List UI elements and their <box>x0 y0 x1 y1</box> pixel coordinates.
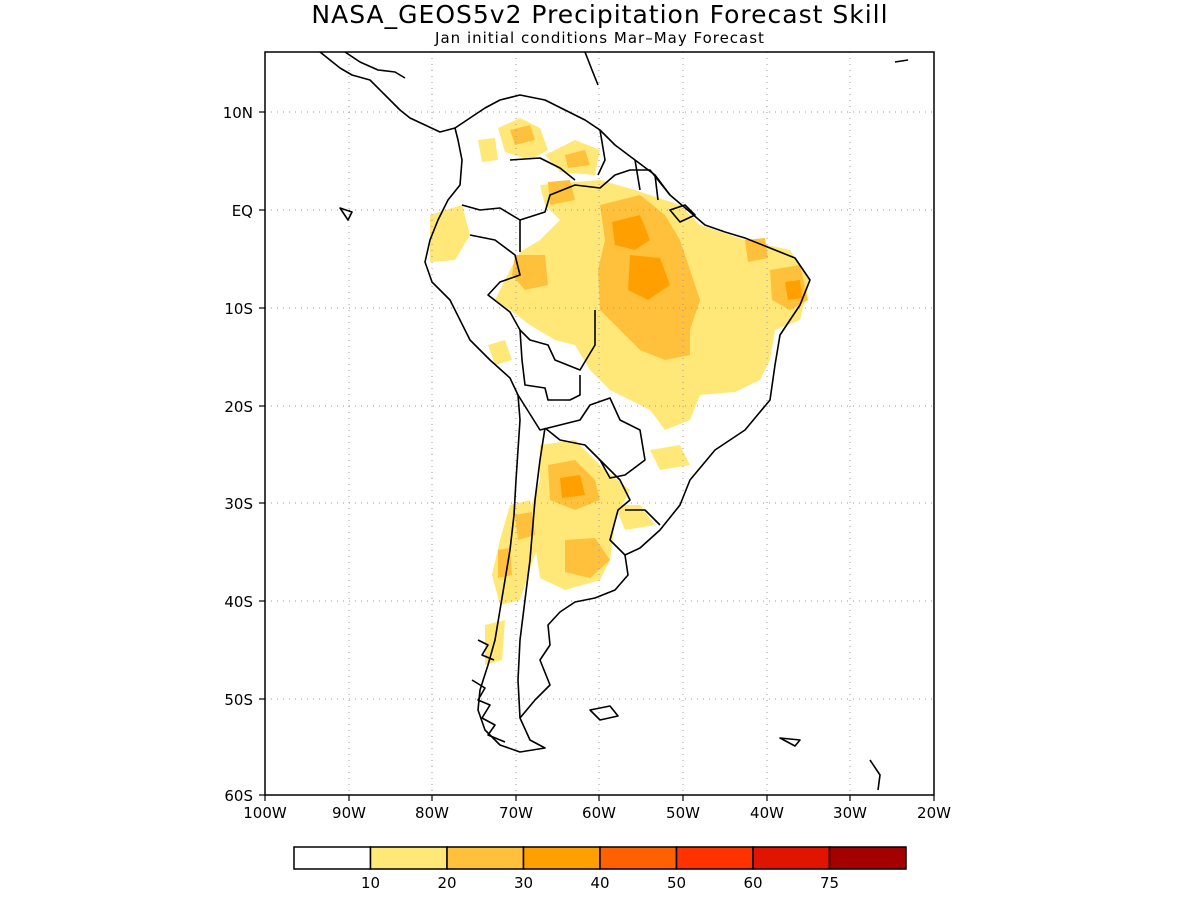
lat-tick-label: 30S <box>224 495 253 513</box>
colorbar-label: 60 <box>743 874 762 892</box>
lat-tick-label: 40S <box>224 593 253 611</box>
colorbar-label: 75 <box>820 874 839 892</box>
map-subtitle: Jan initial conditions Mar–May Forecast <box>435 29 765 47</box>
colorbar: 10 20 30 40 50 60 75 <box>293 846 907 892</box>
colorbar-label: 30 <box>514 874 533 892</box>
map-title: NASA_GEOS5v2 Precipitation Forecast Skil… <box>311 0 889 29</box>
lon-tick-label: 40W <box>750 804 784 822</box>
lon-tick-label: 30W <box>833 804 867 822</box>
colorbar-label: 20 <box>437 874 456 892</box>
colorbar-swatch <box>752 846 831 870</box>
coastline <box>319 52 909 791</box>
colorbar-swatch <box>446 846 525 870</box>
colorbar-label: 40 <box>590 874 609 892</box>
map-frame <box>264 51 935 796</box>
lon-tick-label: 70W <box>499 804 533 822</box>
colorbar-swatch <box>828 846 907 870</box>
lat-tick-label: 60S <box>224 787 253 805</box>
lon-tick-label: 80W <box>415 804 449 822</box>
lat-tick-label: 20S <box>224 398 253 416</box>
lat-tick-label: 10N <box>223 104 253 122</box>
lat-tick-label: 10S <box>224 300 253 318</box>
lon-tick-label: 100W <box>243 804 287 822</box>
colorbar-swatch <box>293 846 372 870</box>
colorbar-swatch <box>522 846 601 870</box>
colorbar-label: 50 <box>667 874 686 892</box>
colorbar-swatch <box>369 846 448 870</box>
lat-tick-label: 50S <box>224 691 253 709</box>
colorbar-label: 10 <box>361 874 380 892</box>
lat-axis-labels: 10N EQ 10S 20S 30S 40S 50S 60S <box>223 104 253 805</box>
lon-axis-labels: 100W 90W 80W 70W 60W 50W 40W 30W 20W <box>243 804 951 822</box>
graticule <box>265 52 934 795</box>
lon-tick-label: 20W <box>917 804 951 822</box>
lon-tick-label: 60W <box>582 804 616 822</box>
lon-tick-label: 90W <box>332 804 366 822</box>
colorbar-swatch <box>599 846 678 870</box>
colorbar-swatch <box>675 846 754 870</box>
lon-tick-label: 50W <box>666 804 700 822</box>
skill-shading <box>430 118 810 665</box>
lat-tick-label: EQ <box>232 202 253 220</box>
tick-marks <box>259 111 935 801</box>
